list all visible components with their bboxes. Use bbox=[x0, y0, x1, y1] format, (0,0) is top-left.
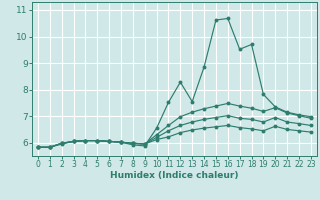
X-axis label: Humidex (Indice chaleur): Humidex (Indice chaleur) bbox=[110, 171, 239, 180]
